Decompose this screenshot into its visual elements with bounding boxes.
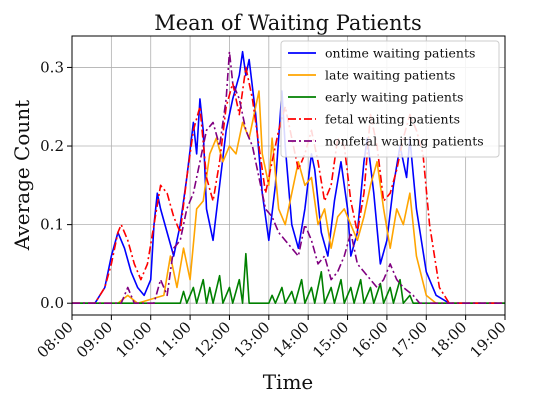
x-tick-label: 14:00: [270, 318, 313, 361]
legend-box: [280, 40, 500, 158]
legend-label: ontime waiting patients: [325, 46, 475, 61]
x-tick-label: 09:00: [73, 318, 116, 361]
chart-title: Mean of Waiting Patients: [154, 11, 422, 35]
x-tick-label: 17:00: [388, 318, 431, 361]
x-axis-label: Time: [263, 370, 314, 394]
x-tick-label: 08:00: [34, 318, 77, 361]
x-tick-label: 12:00: [191, 318, 234, 361]
x-tick-label: 18:00: [427, 318, 470, 361]
plot-lines: [72, 50, 505, 305]
y-tick-label: 0.0: [40, 294, 64, 312]
x-tick-label: 19:00: [467, 318, 510, 361]
series-line-2: [72, 252, 505, 305]
x-tick-label: 10:00: [112, 318, 155, 361]
series-line-0: [72, 50, 505, 305]
legend-label: late waiting patients: [325, 68, 455, 83]
y-axis-label: Average Count: [10, 100, 34, 251]
legend-label: fetal waiting patients: [325, 112, 460, 127]
plot-frame: [71, 35, 506, 316]
x-axis-ticks: 08:0009:0010:0011:0012:0013:0014:0015:00…: [34, 315, 510, 361]
y-tick-label: 0.2: [40, 137, 64, 155]
series-line-4: [72, 50, 505, 305]
x-tick-label: 11:00: [152, 318, 195, 361]
series-line-3: [72, 66, 505, 305]
x-tick-label: 13:00: [230, 318, 273, 361]
x-tick-label: 16:00: [348, 318, 391, 361]
legend: ontime waiting patients late waiting pati…: [280, 40, 500, 158]
x-tick-label: 15:00: [309, 318, 352, 361]
y-tick-label: 0.3: [40, 58, 64, 76]
y-axis-ticks: 0.0 0.1 0.2 0.3: [40, 58, 72, 312]
legend-label: early waiting patients: [325, 90, 463, 105]
y-tick-label: 0.1: [40, 216, 64, 234]
series-line-1: [72, 90, 505, 305]
legend-label: nonfetal waiting patients: [325, 134, 484, 149]
